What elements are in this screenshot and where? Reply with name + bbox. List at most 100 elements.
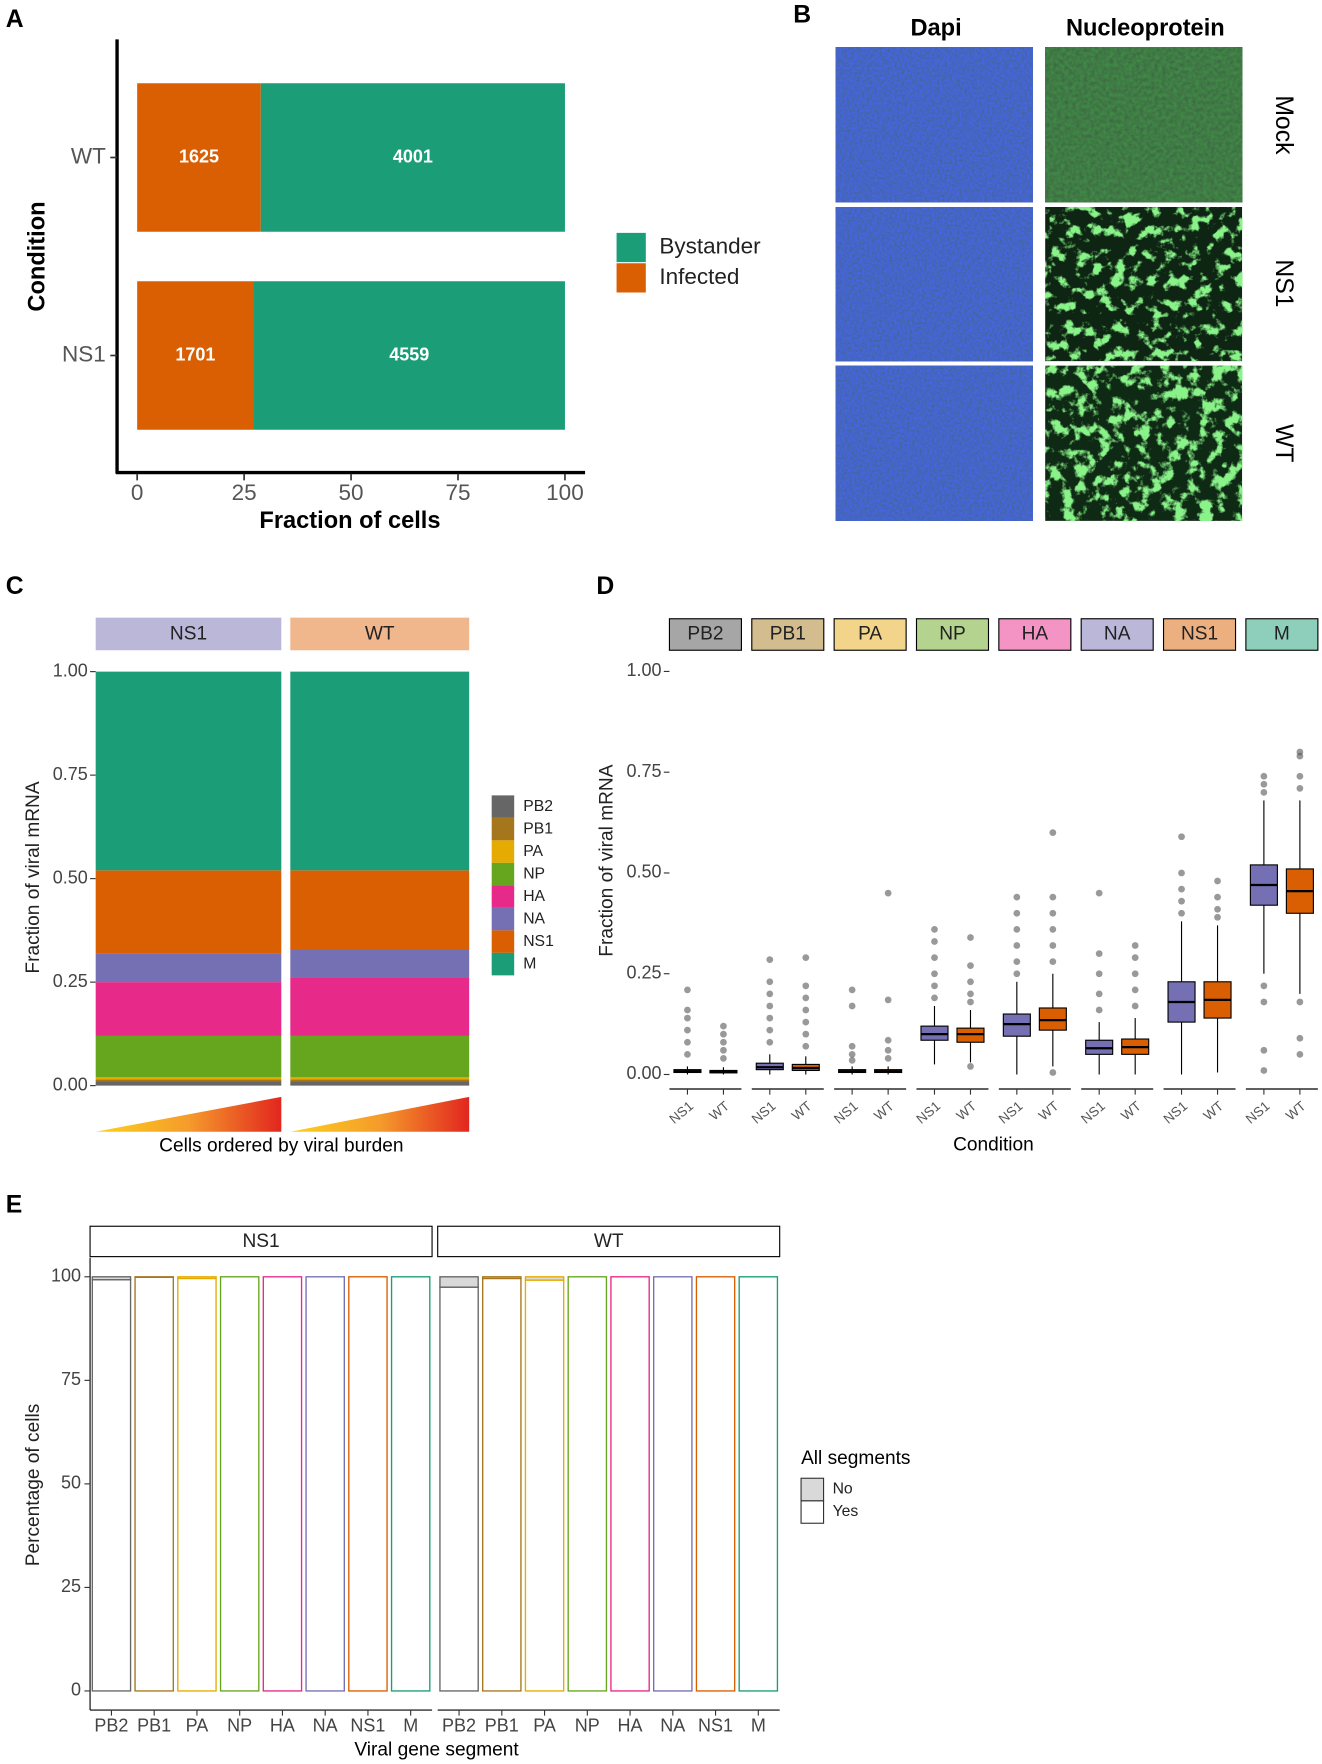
outlier: [766, 1014, 774, 1022]
outlier: [766, 1038, 774, 1046]
outlier: [1296, 752, 1304, 760]
outlier: [848, 1057, 856, 1064]
x-tick-label: NA: [660, 1716, 685, 1736]
panel-label: A: [6, 6, 24, 33]
fraction-segment: [95, 1077, 282, 1080]
facet-strip: [751, 618, 825, 651]
facet-strip: [915, 618, 990, 651]
legend-label: NS1: [523, 933, 554, 950]
outlier: [1131, 1002, 1139, 1010]
y-tick-label: 100: [51, 1266, 81, 1286]
count-label: 1625: [179, 146, 219, 166]
x-tick-label: HA: [270, 1716, 295, 1736]
bar-segment: [262, 1276, 303, 1692]
legend-label: M: [523, 955, 536, 972]
outlier: [967, 998, 974, 1006]
facet-strip: [95, 617, 282, 651]
facet-label: HA: [1022, 624, 1049, 645]
panel-label: E: [6, 1192, 23, 1219]
fraction-segment: [290, 870, 470, 950]
row-label: Mock: [1270, 95, 1297, 155]
facet-label: PA: [858, 624, 882, 645]
legend-label: Infected: [659, 264, 739, 289]
bar-segment: [219, 1276, 260, 1692]
facet-strip: [437, 1225, 781, 1258]
outlier: [1260, 780, 1268, 788]
outlier: [884, 996, 892, 1004]
dapi-image: [835, 47, 1033, 203]
outlier: [1095, 1006, 1103, 1014]
bar-segment: [524, 1279, 565, 1692]
column-label: Nucleoprotein: [1066, 15, 1225, 41]
x-tick-label: 50: [339, 480, 364, 505]
x-tick-label: PB1: [137, 1716, 171, 1736]
legend-key: [800, 1477, 825, 1502]
legend-label: No: [833, 1481, 853, 1498]
y-tick-label: 0.00: [627, 1063, 662, 1083]
outlier: [967, 990, 974, 998]
fraction-segment: [290, 949, 470, 978]
legend-key: [491, 952, 515, 976]
y-tick-label: 25: [61, 1576, 81, 1596]
bar-segment: [738, 1276, 779, 1692]
bar-segment: [305, 1276, 345, 1692]
outlier: [848, 986, 856, 994]
x-tick-label: WT: [871, 1098, 897, 1123]
facet-label: NS1: [242, 1231, 279, 1252]
outlier: [766, 956, 774, 963]
x-tick-label: NS1: [831, 1098, 861, 1126]
y-tick-label: NS1: [62, 341, 106, 366]
x-tick-label: WT: [789, 1098, 815, 1123]
outlier: [1049, 926, 1057, 933]
y-tick-label: 0.00: [53, 1074, 88, 1094]
legend-key: [491, 817, 515, 841]
facet-strip: [290, 617, 470, 651]
bar-segment: [91, 1279, 132, 1692]
bar-segment: [482, 1276, 522, 1280]
outlier: [720, 1030, 727, 1038]
y-tick-label: 0.25: [53, 971, 88, 991]
outlier: [931, 982, 938, 990]
bar-segment: [695, 1276, 736, 1692]
facet-label: PB1: [770, 624, 806, 645]
x-axis-label: Condition: [953, 1134, 1034, 1155]
outlier: [684, 1014, 691, 1022]
outlier: [1178, 909, 1185, 917]
outlier: [967, 934, 974, 941]
bar-segment: [390, 1276, 431, 1692]
x-tick-label: NS1: [1160, 1098, 1190, 1126]
facet-strip: [668, 618, 742, 651]
x-tick-label: NA: [313, 1716, 338, 1736]
outlier: [1260, 1046, 1268, 1054]
x-tick-label: NS1: [996, 1098, 1026, 1126]
outlier: [931, 926, 938, 933]
x-tick-label: NS1: [1243, 1098, 1273, 1126]
fraction-segment: [290, 1081, 470, 1086]
y-tick-label: 0.50: [53, 867, 88, 887]
x-tick-label: HA: [618, 1716, 643, 1736]
outlier: [884, 1046, 892, 1054]
facet-label: WT: [365, 624, 395, 645]
fraction-segment: [290, 1035, 470, 1078]
outlier: [1049, 1069, 1057, 1076]
legend-key: [616, 232, 646, 263]
legend-label: Bystander: [659, 233, 761, 258]
outlier: [766, 978, 774, 986]
y-tick-label: 0.50: [627, 862, 662, 882]
outlier: [1013, 942, 1021, 949]
bar-segment: [260, 83, 565, 232]
panel-label: B: [793, 1, 811, 28]
outlier: [1095, 889, 1103, 897]
fraction-segment: [290, 977, 470, 1036]
fraction-segment: [95, 982, 282, 1036]
bar-segment: [439, 1286, 479, 1692]
outlier: [802, 1030, 810, 1038]
outlier: [848, 1042, 856, 1050]
x-tick-label: NS1: [666, 1098, 696, 1126]
outlier: [1178, 869, 1185, 877]
legend-label: HA: [523, 888, 545, 905]
x-tick-label: WT: [1283, 1098, 1309, 1123]
outlier: [1260, 788, 1268, 796]
